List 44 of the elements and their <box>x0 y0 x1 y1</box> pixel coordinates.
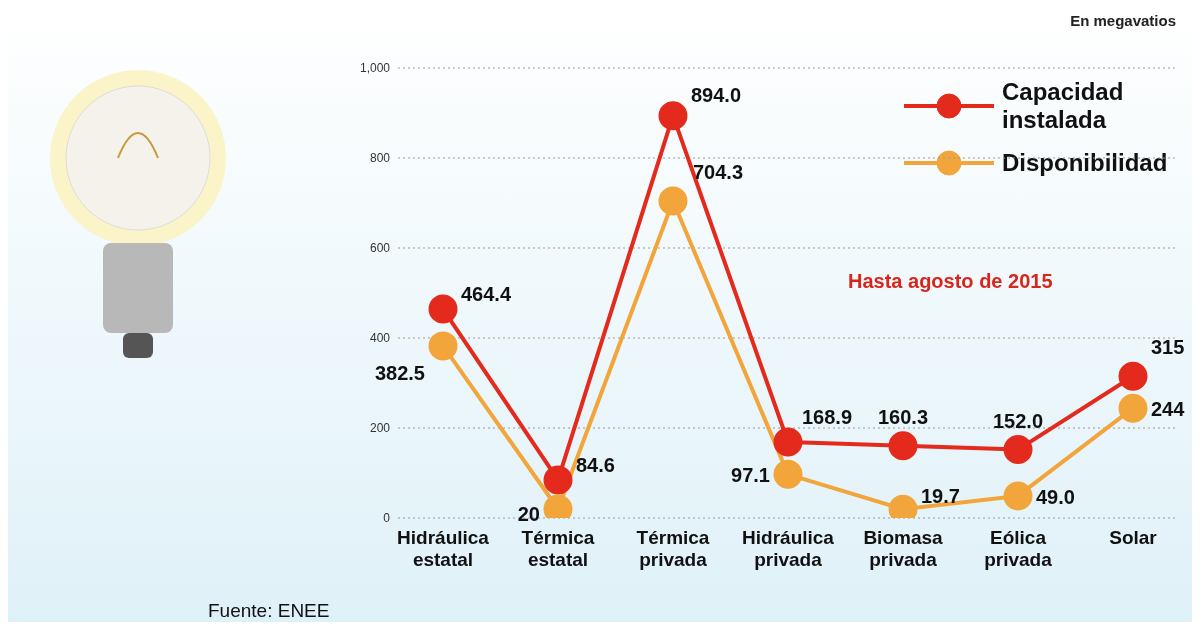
data-label: 84.6 <box>576 453 615 476</box>
point <box>1003 435 1033 465</box>
point <box>543 465 573 495</box>
data-label: 382.5 <box>374 361 425 384</box>
x-tick-label: Térmica privada <box>636 527 710 570</box>
point <box>428 331 458 361</box>
data-label: 894.0 <box>691 83 742 106</box>
text: En megavatios <box>1070 12 1176 29</box>
data-label: 704.3 <box>693 161 744 184</box>
y-tick-label: 200 <box>369 421 391 436</box>
x-tick-label: Térmica estatal <box>521 527 595 570</box>
point <box>658 186 688 216</box>
data-label: 97.1 <box>731 464 770 487</box>
data-label: 160.3 <box>877 405 929 428</box>
x-tick-label: Eólica privada <box>984 527 1053 570</box>
legend-label: Disponibilidad <box>1002 149 1169 177</box>
data-label: 168.9 <box>802 405 853 428</box>
annotation: Hasta agosto de 2015 <box>848 270 1053 293</box>
source-note: Fuente: ENEE <box>208 600 330 622</box>
legend-label: Capacidad instalada <box>1002 78 1125 134</box>
data-label: 244 <box>1151 398 1186 421</box>
data-label: 19.7 <box>921 485 960 508</box>
data-label: 315 <box>1151 336 1185 359</box>
data-label: 464.4 <box>461 283 512 306</box>
y-tick-label: 600 <box>369 241 391 256</box>
data-label: 49.0 <box>1036 485 1075 508</box>
point <box>1003 481 1033 511</box>
point <box>773 459 803 489</box>
point <box>428 294 458 324</box>
y-tick-label: 800 <box>369 151 391 166</box>
x-tick-label: Solar <box>1109 527 1158 548</box>
y-tick-label: 1,000 <box>359 61 391 76</box>
point <box>1118 361 1148 391</box>
point <box>888 431 918 461</box>
x-tick-label: Biomasa privada <box>863 527 944 570</box>
x-tick-label: Hidráulica privada <box>742 527 835 570</box>
point <box>658 101 688 131</box>
point <box>773 427 803 457</box>
data-label: 20 <box>517 503 540 525</box>
y-tick-label: 0 <box>383 511 391 526</box>
point <box>1118 393 1148 423</box>
x-tick-label: Hidráulica estatal <box>397 527 490 570</box>
y-tick-label: 400 <box>369 331 391 346</box>
data-label: 152.0 <box>992 409 1044 432</box>
